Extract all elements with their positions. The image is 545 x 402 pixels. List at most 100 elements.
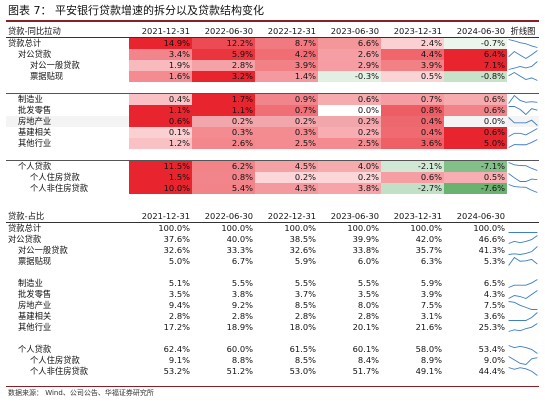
figure-title: 图表 7： 平安银行贷款增速的拆分以及贷款结构变化: [8, 4, 264, 17]
sparkline-cell: [507, 311, 539, 322]
value-cell: 2.5%: [318, 138, 381, 149]
value-cell: 51.7%: [352, 366, 379, 376]
table1-header-row: 贷款-同比拉动 2021-12-31 2022-06-30 2022-12-31…: [6, 26, 539, 38]
value-cell: 53.2%: [163, 366, 190, 376]
source-note: 数据来源： Wind、公司公告、华福证券研究所: [8, 389, 154, 397]
sparkline-cell: [507, 138, 539, 149]
value-cell: 5.0%: [168, 256, 190, 266]
table1-col-header: 2022-12-31: [255, 26, 318, 38]
row-label: 个人贷款: [6, 160, 129, 172]
table2-col-header: 2021-12-31: [129, 211, 192, 223]
sparkline-path: [508, 61, 538, 70]
value-cell: 0.5%: [444, 172, 507, 183]
value-cell: 2.4%: [381, 37, 444, 49]
sparkline-cell: [507, 256, 539, 267]
footer-rule: [6, 386, 539, 387]
sparkline-path: [508, 301, 538, 310]
value-cell: 21.6%: [415, 322, 442, 332]
value-cell: 0.2%: [318, 116, 381, 127]
sparkline: [508, 246, 538, 255]
sparkline-path: [508, 50, 538, 60]
sparkline: [508, 184, 538, 193]
sparkline: [508, 312, 538, 321]
value-cell: 5.9%: [192, 49, 255, 60]
sparkline: [508, 367, 538, 376]
row-label: 制造业: [6, 93, 129, 105]
table-row: 批发零售 3.5% 3.8% 3.7% 3.5% 3.9% 4.3%: [6, 289, 539, 300]
sparkline: [508, 301, 538, 310]
value-cell: 0.6%: [381, 172, 444, 183]
value-cell: 58.0%: [415, 344, 442, 354]
value-cell: 0.7%: [255, 105, 318, 116]
table-row: 对公贷款 3.4% 5.9% 4.2% 2.6% 4.4% 6.4%: [6, 49, 539, 60]
table-row: 制造业 5.1% 5.5% 5.5% 5.5% 5.9% 6.5%: [6, 278, 539, 289]
table-row: 房地产业 0.6% 0.2% 0.2% 0.2% 0.4% 0.0%: [6, 116, 539, 127]
value-cell: 0.4%: [129, 93, 192, 105]
sparkline-cell: [507, 322, 539, 333]
separator-cell: [6, 82, 539, 94]
value-cell: 32.6%: [163, 245, 190, 255]
row-label: 个人住房贷款: [30, 355, 80, 365]
value-cell: 2.5%: [255, 138, 318, 149]
value-cell: 0.0%: [357, 105, 379, 115]
value-cell: 100.0%: [473, 223, 505, 233]
value-cell: 0.6%: [444, 127, 507, 138]
separator-row: [6, 149, 539, 161]
value-cell: 0.6%: [129, 116, 192, 127]
sparkline-path: [508, 184, 538, 193]
value-cell: 3.8%: [318, 183, 381, 194]
sparkline-path: [508, 173, 538, 182]
sparkline-path: [508, 106, 538, 116]
row-label: 贷款总计: [8, 38, 42, 48]
sparkline: [508, 39, 538, 48]
table2-col-header: 2023-06-30: [318, 211, 381, 223]
value-cell: 4.3%: [255, 183, 318, 194]
row-label: 房地产业: [18, 116, 52, 126]
value-cell: 6.0%: [357, 256, 379, 266]
value-cell: 8.5%: [294, 355, 316, 365]
sparkline-path: [508, 162, 538, 171]
growth-contribution-table: 贷款-同比拉动 2021-12-31 2022-06-30 2022-12-31…: [6, 26, 539, 194]
value-cell: 5.5%: [231, 278, 253, 288]
value-cell: 12.2%: [192, 37, 255, 49]
title-rule: [6, 20, 539, 22]
value-cell: 3.6%: [483, 311, 505, 321]
sparkline-cell: [507, 183, 539, 194]
sparkline-cell: [507, 71, 539, 82]
value-cell: 62.4%: [163, 344, 190, 354]
table-row: 个人非住房贷款 10.0% 5.4% 4.3% 3.8% -2.7% -7.6%: [6, 183, 539, 194]
value-cell: 4.4%: [381, 49, 444, 60]
value-cell: 5.9%: [294, 256, 316, 266]
value-cell: 2.8%: [294, 311, 316, 321]
table-row: 个人贷款 62.4% 60.0% 61.5% 60.1% 58.0% 53.4%: [6, 344, 539, 355]
row-label: 房地产业: [18, 300, 52, 310]
value-cell: 0.6%: [444, 105, 507, 116]
value-cell: 8.9%: [420, 355, 442, 365]
value-cell: 10.0%: [129, 183, 192, 194]
value-cell: 2.9%: [318, 60, 381, 71]
value-cell: 5.1%: [168, 278, 190, 288]
table-row: 房地产业 9.4% 9.2% 8.5% 8.0% 7.5% 7.5%: [6, 300, 539, 311]
sparkline: [508, 232, 538, 233]
table-row: 基建相关 0.1% 0.3% 0.3% 0.2% 0.4% 0.6%: [6, 127, 539, 138]
value-cell: 1.9%: [129, 60, 192, 71]
value-cell: 2.6%: [318, 49, 381, 60]
table2-col-header: 2022-12-31: [255, 211, 318, 223]
sparkline-path: [508, 39, 538, 48]
sparkline-cell: [507, 116, 539, 127]
sparkline-path: [508, 139, 538, 148]
value-cell: 20.1%: [352, 322, 379, 332]
value-cell: 3.6%: [381, 138, 444, 149]
value-cell: 5.5%: [357, 278, 379, 288]
separator-row: [6, 82, 539, 94]
sparkline-cell: [507, 105, 539, 116]
value-cell: 61.5%: [289, 344, 316, 354]
table-row: 其他行业 1.2% 2.6% 2.5% 2.5% 3.6% 5.0%: [6, 138, 539, 149]
table1-col-header: 2024-06-30: [444, 26, 507, 38]
value-cell: 42.0%: [415, 234, 442, 244]
table-row: 个人住房贷款 1.5% 0.8% 0.2% 0.2% 0.6% 0.5%: [6, 172, 539, 183]
row-label: 对公一般贷款: [30, 60, 80, 70]
value-cell: 6.4%: [444, 49, 507, 60]
value-cell: 2.8%: [168, 311, 190, 321]
value-cell: 5.0%: [444, 138, 507, 149]
